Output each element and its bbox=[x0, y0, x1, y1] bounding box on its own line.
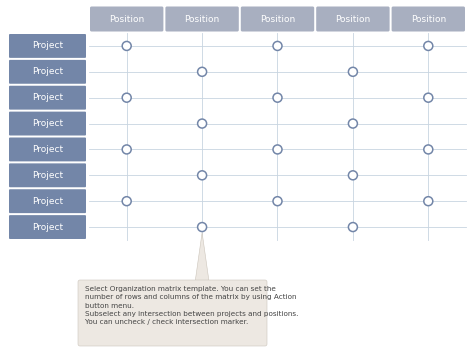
Circle shape bbox=[198, 119, 207, 128]
Text: Position: Position bbox=[109, 15, 144, 23]
FancyBboxPatch shape bbox=[316, 7, 390, 31]
Circle shape bbox=[273, 42, 282, 51]
Circle shape bbox=[424, 197, 433, 206]
Text: Position: Position bbox=[184, 15, 220, 23]
Circle shape bbox=[122, 197, 131, 206]
FancyBboxPatch shape bbox=[9, 60, 86, 84]
FancyBboxPatch shape bbox=[90, 7, 164, 31]
Text: Project: Project bbox=[32, 197, 63, 206]
Text: Select Organization matrix template. You can set the
number of rows and columns : Select Organization matrix template. You… bbox=[85, 286, 298, 325]
Polygon shape bbox=[195, 232, 209, 282]
Circle shape bbox=[424, 42, 433, 51]
FancyBboxPatch shape bbox=[9, 34, 86, 58]
FancyBboxPatch shape bbox=[241, 7, 314, 31]
Text: Project: Project bbox=[32, 171, 63, 180]
Circle shape bbox=[122, 93, 131, 102]
Circle shape bbox=[198, 171, 207, 180]
Circle shape bbox=[273, 197, 282, 206]
FancyBboxPatch shape bbox=[9, 189, 86, 213]
Circle shape bbox=[348, 119, 357, 128]
FancyBboxPatch shape bbox=[392, 7, 465, 31]
FancyBboxPatch shape bbox=[9, 138, 86, 161]
Text: Position: Position bbox=[260, 15, 295, 23]
Text: Project: Project bbox=[32, 223, 63, 232]
Circle shape bbox=[198, 223, 207, 232]
Text: Project: Project bbox=[32, 42, 63, 51]
FancyBboxPatch shape bbox=[9, 86, 86, 110]
Circle shape bbox=[424, 145, 433, 154]
FancyBboxPatch shape bbox=[9, 215, 86, 239]
Circle shape bbox=[273, 93, 282, 102]
Text: Position: Position bbox=[335, 15, 371, 23]
Circle shape bbox=[348, 171, 357, 180]
Circle shape bbox=[122, 145, 131, 154]
Text: Project: Project bbox=[32, 119, 63, 128]
Text: Project: Project bbox=[32, 93, 63, 102]
Circle shape bbox=[198, 67, 207, 76]
Text: Position: Position bbox=[410, 15, 446, 23]
FancyBboxPatch shape bbox=[165, 7, 239, 31]
Circle shape bbox=[348, 67, 357, 76]
Circle shape bbox=[348, 223, 357, 232]
Circle shape bbox=[273, 145, 282, 154]
FancyBboxPatch shape bbox=[78, 280, 267, 346]
Text: Project: Project bbox=[32, 145, 63, 154]
Circle shape bbox=[424, 93, 433, 102]
Circle shape bbox=[122, 42, 131, 51]
FancyBboxPatch shape bbox=[9, 163, 86, 187]
FancyBboxPatch shape bbox=[9, 112, 86, 135]
Text: Project: Project bbox=[32, 67, 63, 76]
